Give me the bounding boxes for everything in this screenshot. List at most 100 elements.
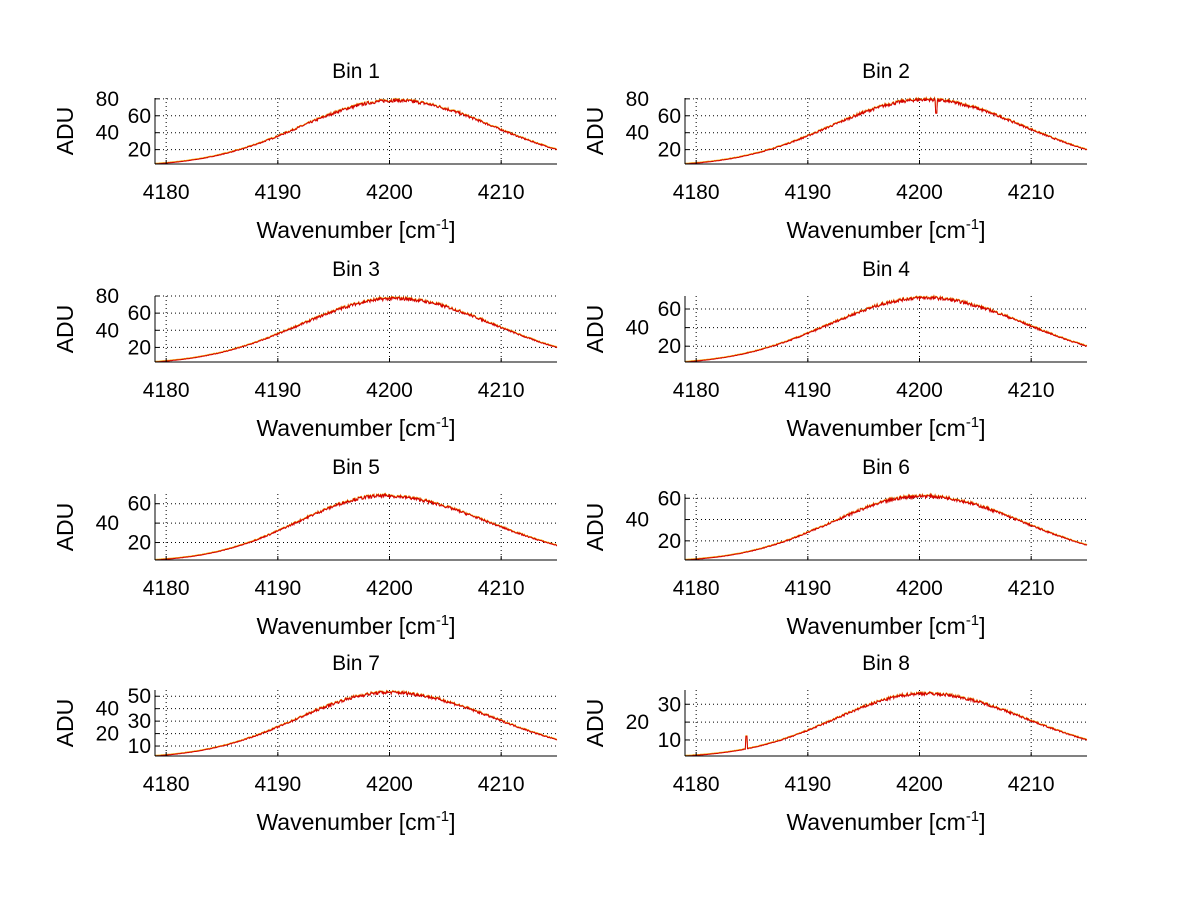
x-tick-label: 4210 <box>478 379 525 402</box>
x-axis-label-superscript: -1 <box>436 612 449 629</box>
x-tick-label: 4190 <box>784 379 831 402</box>
subplot-2: 4180 4190 4200 4210 20 40 60 80 Bin 2 ADU Wavenumb… <box>582 60 1088 243</box>
x-axis-label-close: ] <box>449 809 455 835</box>
x-tick-label: 4180 <box>673 181 720 204</box>
subplot-title: Bin 7 <box>332 652 380 675</box>
x-tick-label: 4190 <box>254 379 301 402</box>
y-axis-label: ADU <box>52 503 78 552</box>
subplot-title: Bin 6 <box>862 456 910 479</box>
x-axis-label-close: ] <box>979 809 985 835</box>
x-tick-label: 4210 <box>1008 577 1055 600</box>
x-axis-label-main: Wavenumber [cm <box>786 809 965 835</box>
y-tick-label: 80 <box>96 285 119 308</box>
x-axis-label-superscript: -1 <box>966 612 979 629</box>
x-tick-label: 4190 <box>784 773 831 796</box>
y-tick-label: 40 <box>626 122 649 145</box>
y-tick-label: 60 <box>128 105 151 128</box>
x-tick-label: 4180 <box>673 773 720 796</box>
x-axis-label-main: Wavenumber [cm <box>786 613 965 639</box>
y-tick-label: 20 <box>658 335 681 358</box>
y-tick-label: 40 <box>96 698 119 721</box>
y-tick-label: 30 <box>128 710 151 733</box>
x-axis-label-superscript: -1 <box>436 808 449 825</box>
x-tick-label: 4200 <box>896 379 943 402</box>
series-line-alt <box>685 294 1088 362</box>
x-axis-label: Wavenumber [cm-1] <box>256 808 455 835</box>
x-tick-label: 4180 <box>673 379 720 402</box>
x-axis-label-main: Wavenumber [cm <box>256 809 435 835</box>
y-axis-label: ADU <box>582 503 608 552</box>
y-tick-label: 20 <box>658 139 681 162</box>
x-axis-label-close: ] <box>449 613 455 639</box>
x-axis-label: Wavenumber [cm-1] <box>256 414 455 441</box>
x-axis-label: Wavenumber [cm-1] <box>256 216 455 243</box>
y-tick-label: 10 <box>658 729 681 752</box>
y-tick-label: 20 <box>96 723 119 746</box>
y-tick-label: 20 <box>626 711 649 734</box>
x-axis-label: Wavenumber [cm-1] <box>786 612 985 639</box>
y-tick-label: 60 <box>658 298 681 321</box>
x-tick-label: 4190 <box>254 577 301 600</box>
x-axis-label: Wavenumber [cm-1] <box>256 612 455 639</box>
y-axis-label: ADU <box>52 305 78 354</box>
x-tick-label: 4210 <box>1008 773 1055 796</box>
series-line <box>155 689 558 757</box>
series-line-alt <box>154 97 557 164</box>
series-line <box>154 295 558 363</box>
x-tick-label: 4210 <box>1008 181 1055 204</box>
x-axis-label-main: Wavenumber [cm <box>786 217 965 243</box>
x-axis-label-main: Wavenumber [cm <box>256 217 435 243</box>
y-tick-label: 60 <box>658 105 681 128</box>
x-axis-label-close: ] <box>449 415 455 441</box>
x-axis-label: Wavenumber [cm-1] <box>786 808 985 835</box>
subplot-4: 4180 4190 4200 4210 20 40 60 Bin 4 ADU Wavenumber… <box>582 258 1088 441</box>
x-tick-label: 4180 <box>143 577 190 600</box>
y-axis-label: ADU <box>582 107 608 156</box>
x-tick-label: 4190 <box>784 181 831 204</box>
series-line-alt <box>154 295 558 362</box>
x-axis-label-superscript: -1 <box>966 216 979 233</box>
subplot-3: 4180 4190 4200 4210 20 40 60 80 Bin 3 ADU Wavenumb… <box>52 258 558 441</box>
subplot-title: Bin 8 <box>862 652 910 675</box>
x-tick-label: 4180 <box>143 773 190 796</box>
y-tick-label: 80 <box>96 88 119 111</box>
series-line-alt <box>684 95 1088 164</box>
subplot-title: Bin 4 <box>862 258 910 281</box>
x-tick-label: 4180 <box>143 181 190 204</box>
y-axis-label: ADU <box>52 699 78 748</box>
y-tick-label: 50 <box>128 685 151 708</box>
x-tick-label: 4210 <box>478 577 525 600</box>
subplot-5: 4180 4190 4200 4210 20 40 60 Bin 5 ADU Wavenumber… <box>52 456 558 639</box>
x-tick-label: 4200 <box>366 379 413 402</box>
y-tick-label: 40 <box>626 509 649 532</box>
series-line <box>154 98 557 165</box>
y-tick-label: 40 <box>96 122 119 145</box>
y-axis-label: ADU <box>582 305 608 354</box>
y-tick-label: 60 <box>658 487 681 510</box>
subplot-8: 4180 4190 4200 4210 10 20 30 Bin 8 ADU Wavenumber… <box>582 652 1087 835</box>
subplot-title: Bin 3 <box>332 258 380 281</box>
y-tick-label: 40 <box>96 512 119 535</box>
x-tick-label: 4200 <box>366 181 413 204</box>
x-tick-label: 4190 <box>784 577 831 600</box>
x-tick-label: 4200 <box>896 577 943 600</box>
series-line <box>685 493 1088 561</box>
x-axis-label-superscript: -1 <box>966 808 979 825</box>
y-tick-label: 20 <box>128 139 151 162</box>
x-axis-label-close: ] <box>979 415 985 441</box>
y-tick-label: 40 <box>96 319 119 342</box>
x-axis-label-superscript: -1 <box>966 414 979 431</box>
y-tick-label: 20 <box>658 530 681 553</box>
y-tick-label: 20 <box>128 532 151 555</box>
y-tick-label: 80 <box>626 88 649 111</box>
subplot-1: 4180 4190 4200 4210 20 40 60 80 Bin 1 ADU Wavenumb… <box>52 60 557 243</box>
x-tick-label: 4190 <box>254 181 301 204</box>
series-line <box>685 691 1087 757</box>
subplot-title: Bin 5 <box>332 456 380 479</box>
series-line <box>155 492 558 561</box>
y-tick-label: 20 <box>128 336 151 359</box>
x-tick-label: 4200 <box>896 773 943 796</box>
y-tick-label: 30 <box>658 693 681 716</box>
x-axis-label-main: Wavenumber [cm <box>256 415 435 441</box>
